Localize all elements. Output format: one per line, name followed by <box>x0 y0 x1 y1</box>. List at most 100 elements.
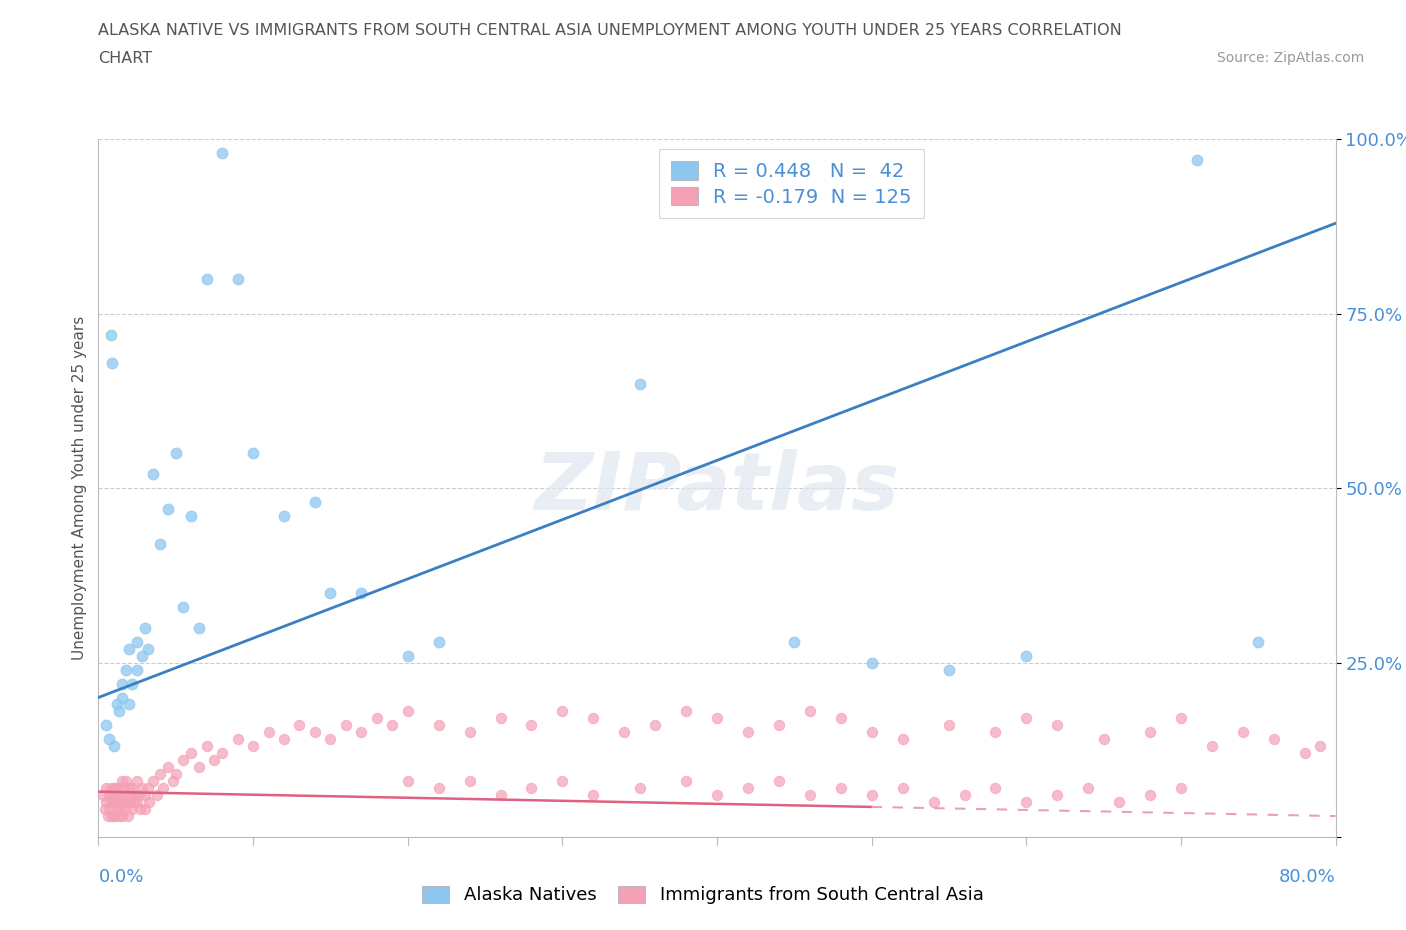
Point <box>984 725 1007 740</box>
Point <box>128 788 150 803</box>
Point <box>1170 711 1192 725</box>
Point <box>1092 732 1115 747</box>
Point <box>768 774 790 789</box>
Point <box>108 788 131 803</box>
Point <box>97 809 120 824</box>
Point <box>115 794 138 809</box>
Point <box>105 781 128 796</box>
Point <box>938 662 960 677</box>
Point <box>141 774 165 789</box>
Point <box>152 781 174 796</box>
Point <box>146 788 169 803</box>
Point <box>1015 648 1038 663</box>
Point <box>96 718 118 733</box>
Point <box>1046 718 1069 733</box>
Point <box>1294 746 1316 761</box>
Text: 0.0%: 0.0% <box>98 869 143 886</box>
Point <box>350 586 373 601</box>
Point <box>551 774 574 789</box>
Point <box>520 781 543 796</box>
Point <box>157 760 180 775</box>
Point <box>860 725 883 740</box>
Point <box>984 781 1007 796</box>
Y-axis label: Unemployment Among Youth under 25 years: Unemployment Among Youth under 25 years <box>72 316 87 660</box>
Legend: R = 0.448   N =  42, R = -0.179  N = 125: R = 0.448 N = 42, R = -0.179 N = 125 <box>659 149 924 219</box>
Point <box>101 355 124 370</box>
Point <box>799 704 821 719</box>
Point <box>98 788 121 803</box>
Point <box>195 272 218 286</box>
Point <box>103 781 125 796</box>
Point <box>107 704 129 719</box>
Point <box>91 788 114 803</box>
Point <box>242 445 264 460</box>
Point <box>165 766 187 781</box>
Point <box>613 725 636 740</box>
Point <box>111 676 132 691</box>
Point <box>96 794 118 809</box>
Point <box>226 732 249 747</box>
Point <box>366 711 388 725</box>
Point <box>180 746 202 761</box>
Point <box>582 788 605 803</box>
Point <box>288 718 311 733</box>
Point <box>582 711 605 725</box>
Point <box>381 718 404 733</box>
Point <box>188 760 211 775</box>
Point <box>172 600 194 615</box>
Point <box>204 753 226 768</box>
Point <box>551 704 574 719</box>
Point <box>136 781 159 796</box>
Point <box>98 802 121 817</box>
Point <box>706 711 728 725</box>
Point <box>644 718 666 733</box>
Point <box>427 718 450 733</box>
Point <box>122 794 145 809</box>
Point <box>127 662 149 677</box>
Point <box>830 781 852 796</box>
Point <box>675 704 697 719</box>
Point <box>98 732 121 747</box>
Point <box>172 753 194 768</box>
Point <box>93 802 115 817</box>
Point <box>628 781 651 796</box>
Point <box>226 272 249 286</box>
Point <box>118 781 141 796</box>
Point <box>1232 725 1254 740</box>
Point <box>319 732 342 747</box>
Point <box>121 781 143 796</box>
Point <box>211 146 233 161</box>
Text: ZIPatlas: ZIPatlas <box>534 449 900 527</box>
Point <box>115 662 138 677</box>
Point <box>242 738 264 753</box>
Point <box>103 809 125 824</box>
Point <box>273 509 295 524</box>
Point <box>104 788 127 803</box>
Point <box>96 781 118 796</box>
Point <box>257 725 280 740</box>
Point <box>165 445 187 460</box>
Point <box>1201 738 1223 753</box>
Point <box>131 648 153 663</box>
Point <box>1247 634 1270 649</box>
Point <box>335 718 357 733</box>
Point <box>458 725 481 740</box>
Point <box>111 809 132 824</box>
Point <box>118 642 141 657</box>
Point <box>162 774 184 789</box>
Point <box>891 732 914 747</box>
Point <box>628 376 651 391</box>
Point <box>211 746 233 761</box>
Text: CHART: CHART <box>98 51 152 66</box>
Point <box>103 738 125 753</box>
Point <box>830 711 852 725</box>
Point <box>938 718 960 733</box>
Point <box>427 781 450 796</box>
Point <box>737 725 759 740</box>
Point <box>783 634 806 649</box>
Point <box>1015 794 1038 809</box>
Point <box>108 802 131 817</box>
Point <box>396 704 419 719</box>
Point <box>134 620 156 635</box>
Point <box>180 509 202 524</box>
